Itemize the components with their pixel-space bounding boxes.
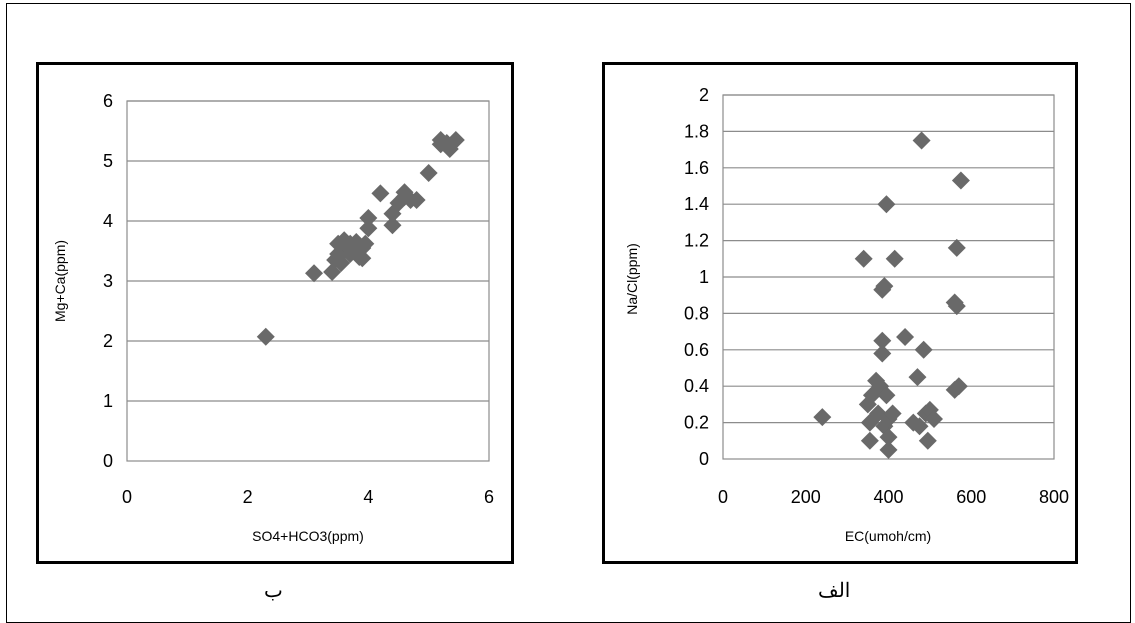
data-point: [877, 386, 896, 405]
data-point: [419, 164, 438, 182]
x-tick-label: 6: [484, 487, 494, 507]
data-point: [371, 184, 390, 203]
x-tick-label: 600: [956, 487, 986, 507]
data-point: [910, 417, 929, 436]
data-point: [875, 277, 894, 296]
data-point: [879, 428, 898, 447]
data-point: [353, 249, 372, 268]
y-tick-label: 1: [699, 267, 709, 287]
data-point: [383, 216, 402, 235]
data-point: [918, 431, 937, 450]
x-axis-title: SO4+HCO3(ppm): [252, 528, 364, 544]
data-point: [951, 171, 970, 190]
data-point: [896, 328, 915, 347]
data-point: [885, 249, 904, 268]
data-point: [407, 191, 426, 209]
x-tick-label: 2: [243, 487, 253, 507]
y-tick-label: 0.6: [684, 340, 709, 360]
data-point: [446, 131, 465, 149]
x-tick-label: 4: [363, 487, 373, 507]
data-point: [914, 340, 933, 359]
chart-panel-right: 0 0.2 0.4 0.6 0.8 1 1.2 1.4 1.6 1.8 2 0 200 400 600 800…: [602, 62, 1078, 564]
data-point: [949, 377, 968, 396]
data-point: [879, 440, 898, 459]
y-tick-label: 1.8: [684, 121, 709, 141]
y-tick-label: 0: [103, 451, 113, 471]
data-point: [854, 249, 873, 268]
y-tick-label: 4: [103, 211, 113, 231]
y-tick-label: 0.2: [684, 413, 709, 433]
y-tick-label: 6: [103, 91, 113, 111]
y-axis-title: Na/Cl(ppm): [624, 243, 640, 315]
scatter-chart-right: 0 0.2 0.4 0.6 0.8 1 1.2 1.4 1.6 1.8 2 0 200 400 600 800…: [624, 85, 1069, 544]
y-tick-label: 3: [103, 271, 113, 291]
data-point: [305, 264, 324, 283]
y-tick-label: 1.6: [684, 158, 709, 178]
data-point: [912, 131, 931, 150]
chart-panel-left: 0 1 2 3 4 5 6 0 2 4 6 SO4+HCO3(ppm) Mg+Ca(ppm): [36, 62, 514, 564]
y-tick-label: 2: [699, 85, 709, 105]
data-point: [256, 327, 275, 346]
data-point: [867, 371, 886, 390]
plot-area: [722, 94, 1055, 460]
data-point: [356, 234, 375, 253]
data-point: [947, 297, 966, 316]
y-tick-label: 2: [103, 331, 113, 351]
y-tick-label: 1.2: [684, 231, 709, 251]
y-tick-label: 5: [103, 151, 113, 171]
y-tick-label: 0: [699, 449, 709, 469]
y-axis-title: Mg+Ca(ppm): [52, 240, 68, 322]
data-point: [873, 344, 892, 363]
data-point: [908, 368, 927, 387]
data-point: [813, 408, 832, 427]
x-axis-title: EC(umoh/cm): [845, 528, 931, 544]
y-tick-label: 0.4: [684, 376, 709, 396]
x-tick-label: 0: [122, 487, 132, 507]
data-point: [873, 331, 892, 350]
x-tick-label: 400: [873, 487, 903, 507]
data-point: [925, 409, 944, 428]
y-tick-label: 1: [103, 391, 113, 411]
x-tick-label: 0: [718, 487, 728, 507]
x-tick-label: 200: [791, 487, 821, 507]
data-point: [860, 431, 879, 450]
data-point: [877, 195, 896, 214]
x-tick-label: 800: [1039, 487, 1069, 507]
y-tick-label: 1.4: [684, 194, 709, 214]
data-point: [359, 219, 378, 238]
data-point: [359, 209, 378, 227]
chart-caption-right: الف: [818, 578, 851, 602]
data-point: [883, 404, 902, 423]
data-point: [947, 238, 966, 257]
y-tick-label: 0.8: [684, 303, 709, 323]
chart-caption-left: ب: [264, 578, 283, 602]
plot-area: [126, 100, 490, 462]
scatter-chart-left: 0 1 2 3 4 5 6 0 2 4 6 SO4+HCO3(ppm) Mg+Ca(ppm): [52, 91, 494, 544]
